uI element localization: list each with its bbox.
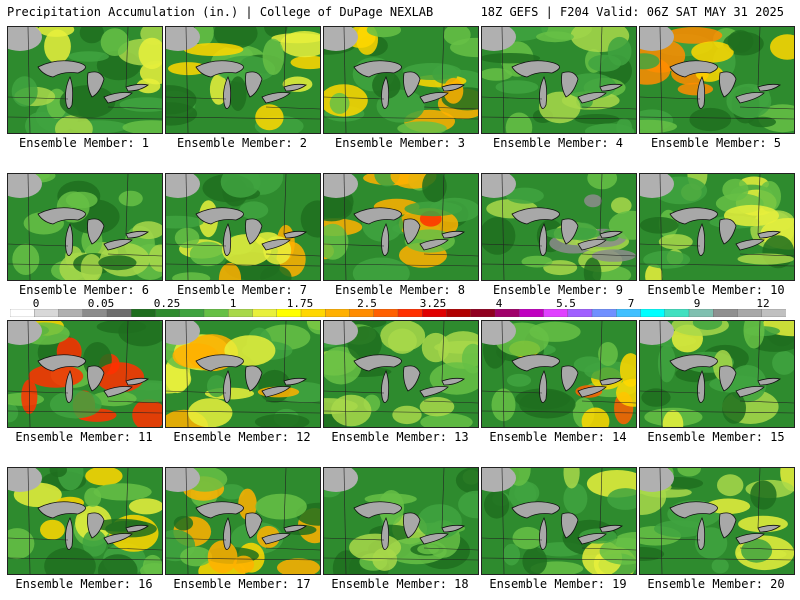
- map-panel-member-5: [639, 26, 795, 134]
- map-panel-member-8: [323, 173, 479, 281]
- colorbar-swatch: [543, 309, 569, 317]
- colorbar-swatch: [446, 309, 472, 317]
- colorbar-swatch: [688, 309, 714, 317]
- colorbar-swatch: [397, 309, 423, 317]
- colorbar-swatch: [131, 309, 157, 317]
- colorbar-tick-label: 7: [627, 297, 635, 310]
- colorbar-tick-label: 0: [32, 297, 40, 310]
- member-caption-7: Ensemble Member: 7: [176, 283, 308, 297]
- colorbar-swatch: [106, 309, 132, 317]
- member-caption-9: Ensemble Member: 9: [492, 283, 624, 297]
- colorbar-tick-label: 2.5: [357, 297, 377, 310]
- member-caption-18: Ensemble Member: 18: [331, 577, 469, 591]
- colorbar-swatch: [325, 309, 351, 317]
- colorbar-swatch: [203, 309, 229, 317]
- colorbar-swatch: [664, 309, 690, 317]
- colorbar-swatch: [252, 309, 278, 317]
- map-panel-member-14: [481, 320, 637, 428]
- colorbar-tick-label: 4: [495, 297, 503, 310]
- colorbar-tick-label: 5.5: [556, 297, 576, 310]
- map-panel-member-19: [481, 467, 637, 575]
- map-panel-member-16: [7, 467, 163, 575]
- colorbar-tick-label: 9: [693, 297, 701, 310]
- member-caption-17: Ensemble Member: 17: [173, 577, 311, 591]
- member-caption-15: Ensemble Member: 15: [647, 430, 785, 444]
- map-panel-member-20: [639, 467, 795, 575]
- map-panel-member-4: [481, 26, 637, 134]
- map-panel-member-7: [165, 173, 321, 281]
- colorbar-tick-label: 0.05: [87, 297, 115, 310]
- colorbar-swatch: [10, 309, 35, 317]
- colorbar-swatch: [591, 309, 617, 317]
- member-caption-16: Ensemble Member: 16: [15, 577, 153, 591]
- colorbar-swatch: [567, 309, 593, 317]
- member-caption-1: Ensemble Member: 1: [18, 136, 150, 150]
- map-panel-member-13: [323, 320, 479, 428]
- colorbar-swatch: [34, 309, 60, 317]
- colorbar-swatch: [737, 309, 763, 317]
- colorbar-tick-label: 0.25: [153, 297, 181, 310]
- colorbar-swatch: [179, 309, 205, 317]
- colorbar-swatch: [470, 309, 496, 317]
- colorbar-swatch: [228, 309, 254, 317]
- member-caption-6: Ensemble Member: 6: [18, 283, 150, 297]
- map-panel-member-17: [165, 467, 321, 575]
- map-panel-member-3: [323, 26, 479, 134]
- map-panel-member-2: [165, 26, 321, 134]
- member-caption-20: Ensemble Member: 20: [647, 577, 785, 591]
- colorbar-tick-label: 12: [756, 297, 770, 310]
- colorbar-swatch: [58, 309, 84, 317]
- member-caption-8: Ensemble Member: 8: [334, 283, 466, 297]
- colorbar-swatch: [300, 309, 326, 317]
- colorbar-swatch: [640, 309, 666, 317]
- colorbar-tick-label: 1.75: [286, 297, 314, 310]
- map-panel-member-10: [639, 173, 795, 281]
- map-panel-member-18: [323, 467, 479, 575]
- member-caption-14: Ensemble Member: 14: [489, 430, 627, 444]
- member-caption-5: Ensemble Member: 5: [650, 136, 782, 150]
- map-title: Precipitation Accumulation (in.) | Colle…: [7, 5, 434, 19]
- map-panel-member-12: [165, 320, 321, 428]
- map-panel-member-9: [481, 173, 637, 281]
- colorbar-swatch: [494, 309, 520, 317]
- member-caption-10: Ensemble Member: 10: [647, 283, 785, 297]
- member-caption-2: Ensemble Member: 2: [176, 136, 308, 150]
- map-panel-member-15: [639, 320, 795, 428]
- member-caption-12: Ensemble Member: 12: [173, 430, 311, 444]
- map-panel-member-6: [7, 173, 163, 281]
- member-caption-19: Ensemble Member: 19: [489, 577, 627, 591]
- member-caption-13: Ensemble Member: 13: [331, 430, 469, 444]
- colorbar-swatch: [713, 309, 739, 317]
- colorbar: [10, 309, 786, 317]
- colorbar-swatch: [82, 309, 108, 317]
- colorbar-swatch: [422, 309, 448, 317]
- colorbar-swatch: [155, 309, 181, 317]
- colorbar-swatch: [616, 309, 642, 317]
- map-panel-member-11: [7, 320, 163, 428]
- member-caption-4: Ensemble Member: 4: [492, 136, 624, 150]
- member-caption-3: Ensemble Member: 3: [334, 136, 466, 150]
- colorbar-swatch: [276, 309, 302, 317]
- map-panel-member-1: [7, 26, 163, 134]
- colorbar-swatch: [349, 309, 375, 317]
- member-caption-11: Ensemble Member: 11: [15, 430, 153, 444]
- colorbar-swatch: [519, 309, 545, 317]
- colorbar-swatch: [761, 309, 786, 317]
- run-info: 18Z GEFS | F204 Valid: 06Z SAT MAY 31 20…: [480, 5, 784, 19]
- colorbar-tick-label: 1: [229, 297, 237, 310]
- colorbar-swatch: [373, 309, 399, 317]
- colorbar-tick-label: 3.25: [419, 297, 447, 310]
